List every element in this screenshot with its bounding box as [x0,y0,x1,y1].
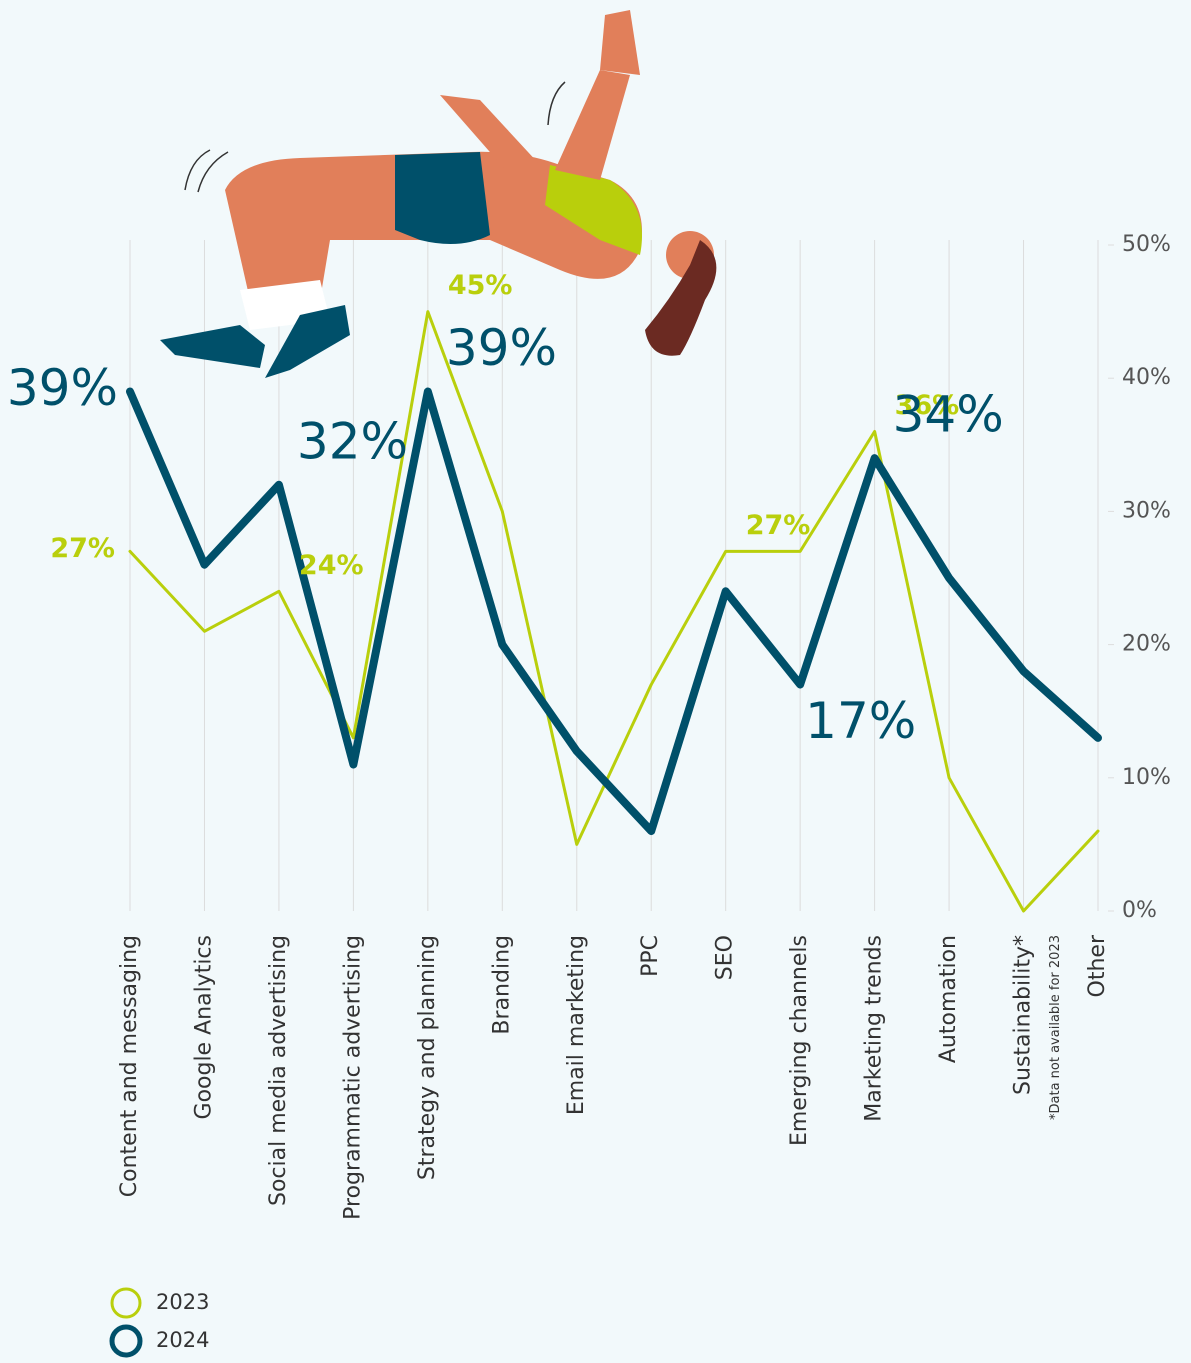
x-tick-label: Programmatic advertising [340,935,365,1220]
x-tick-label: Emerging channels [787,935,812,1146]
series-line [126,387,1102,836]
data-label: 39% [446,319,557,377]
x-tick-label: Other [1085,934,1110,997]
y-tick-label: 20% [1122,632,1171,657]
y-tick-label: 10% [1122,765,1171,790]
x-tick-label: Social media advertising [266,935,291,1206]
labels: 27% 24% 45% 27% 36% 39% 32% 39% 17% 34% [7,270,1004,750]
data-label: 32% [297,412,408,470]
series-line [128,310,1100,913]
x-tick-label: Marketing trends [862,935,887,1122]
y-tick-label: 30% [1122,498,1171,523]
legend-swatch [109,1324,143,1358]
x-tick-label: Branding [489,935,514,1035]
data-label: 45% [448,270,513,301]
data-label: 39% [7,359,118,417]
x-tick-label: SEO [713,935,738,980]
legend-label: 2024 [156,1328,209,1352]
x-tick-label: Content and messaging [117,935,142,1197]
x-tick-label: Strategy and planning [415,935,440,1180]
x-tick-label: PPC [638,935,663,977]
data-label: 27% [746,510,811,541]
y-tick-label: 50% [1122,232,1171,257]
data-label: 27% [50,533,115,564]
grid: 0% 10% 20% 30% 40% 50% Content and messaging Go… [117,232,1171,1220]
x-tick-label: Sustainability* [1011,935,1036,1095]
x-tick-label: Google Analytics [191,935,216,1119]
data-label: 17% [805,692,916,750]
data-label: 34% [893,386,1004,444]
y-tick-label: 0% [1122,898,1157,923]
illustration [160,10,717,378]
legend-label: 2023 [156,1290,209,1314]
lines [126,310,1102,913]
data-label: 36% [895,390,960,421]
legend-swatch [110,1287,142,1319]
footnote: *Data not available for 2023 [1048,935,1063,1120]
x-tick-label: Email marketing [564,935,589,1115]
y-tick-label: 40% [1122,365,1171,390]
data-label: 24% [299,550,364,581]
x-tick-label: Automation [936,935,961,1063]
legend: 2023 2024 [109,1287,209,1358]
